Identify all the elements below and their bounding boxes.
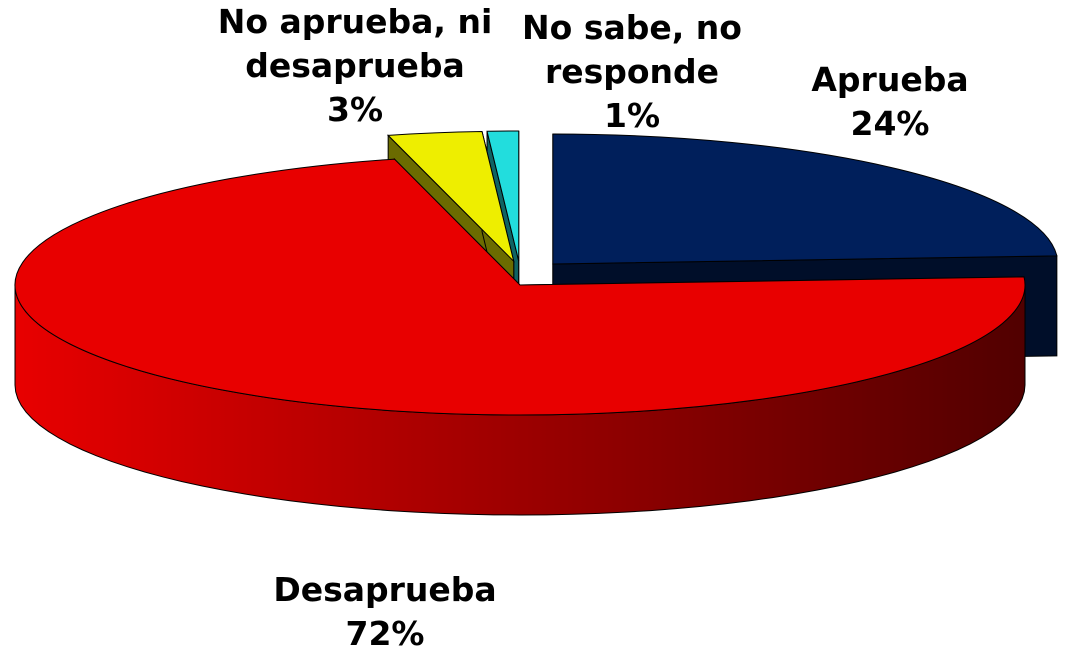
slice	[387, 131, 515, 263]
data-label: No sabe, no responde 1%	[512, 6, 752, 138]
label-value: 3%	[326, 90, 384, 129]
slice	[552, 133, 1058, 265]
slice	[14, 158, 1026, 416]
slice	[486, 130, 520, 262]
label-value: 1%	[603, 96, 661, 135]
data-label: Desaprueba 72%	[225, 568, 545, 656]
label-value: 24%	[850, 104, 930, 143]
data-label: Aprueba 24%	[760, 58, 1020, 146]
label-value: 72%	[345, 614, 425, 653]
label-name: Desaprueba	[273, 570, 497, 609]
label-name: No aprueba, ni desaprueba	[217, 2, 493, 85]
data-label: No aprueba, ni desaprueba 3%	[205, 0, 505, 132]
label-name: Aprueba	[811, 60, 969, 99]
label-name: No sabe, no responde	[522, 8, 742, 91]
